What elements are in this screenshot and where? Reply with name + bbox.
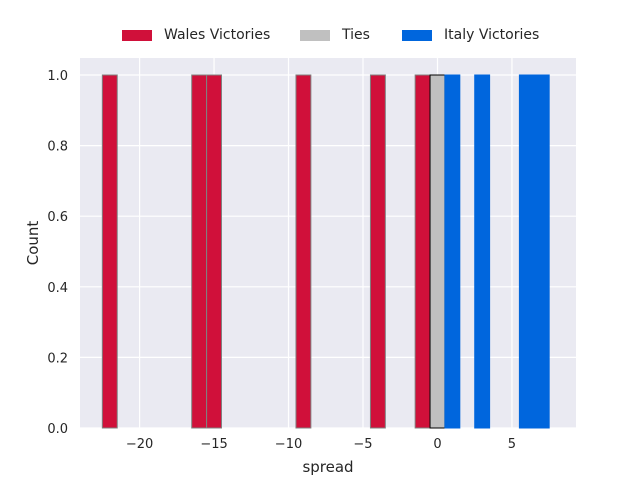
legend-label-italy: Italy Victories — [444, 27, 540, 43]
plot-background — [80, 58, 576, 428]
y-tick-label: 0.6 — [47, 210, 68, 225]
bars-group — [101, 74, 550, 429]
y-axis-label: Count — [24, 221, 42, 266]
y-tick-label: 0.8 — [47, 140, 68, 155]
legend-swatch-wales — [122, 29, 152, 41]
x-tick-labels: −20 −15 −10 −5 0 5 — [126, 437, 516, 452]
legend-item-ties: Ties — [300, 27, 370, 43]
x-tick-label: −15 — [200, 437, 227, 452]
x-tick-label: −10 — [275, 437, 302, 452]
legend-label-ties: Ties — [342, 27, 370, 43]
bar-italy-victories — [518, 74, 535, 429]
y-tick-label: 0.0 — [47, 422, 68, 437]
bar-wales-victories — [101, 74, 118, 429]
x-axis-label: spread — [302, 458, 353, 476]
y-tick-label: 0.2 — [47, 351, 68, 366]
bar-wales-victories — [414, 74, 431, 429]
x-tick-label: −5 — [353, 437, 372, 452]
legend: Wales Victories Ties Italy Victories — [0, 20, 640, 50]
bar-wales-victories — [295, 74, 312, 429]
bar-wales-victories — [206, 74, 223, 429]
y-tick-label: 0.4 — [47, 281, 68, 296]
legend-swatch-ties — [300, 29, 330, 41]
legend-item-wales: Wales Victories — [122, 27, 271, 43]
x-tick-label: 0 — [433, 437, 441, 452]
x-tick-label: −20 — [126, 437, 153, 452]
bar-ties — [429, 74, 446, 429]
legend-swatch-italy — [402, 29, 432, 41]
bar-italy-victories — [533, 74, 550, 429]
bar-italy-victories — [444, 74, 461, 429]
y-tick-labels: 0.0 0.2 0.4 0.6 0.8 1.0 — [47, 69, 68, 437]
legend-label-wales: Wales Victories — [164, 27, 271, 43]
y-tick-label: 1.0 — [47, 69, 68, 84]
bar-wales-victories — [369, 74, 386, 429]
x-tick-label: 5 — [508, 437, 516, 452]
legend-item-italy: Italy Victories — [402, 27, 540, 43]
bar-italy-victories — [474, 74, 491, 429]
bar-wales-victories — [191, 74, 208, 429]
